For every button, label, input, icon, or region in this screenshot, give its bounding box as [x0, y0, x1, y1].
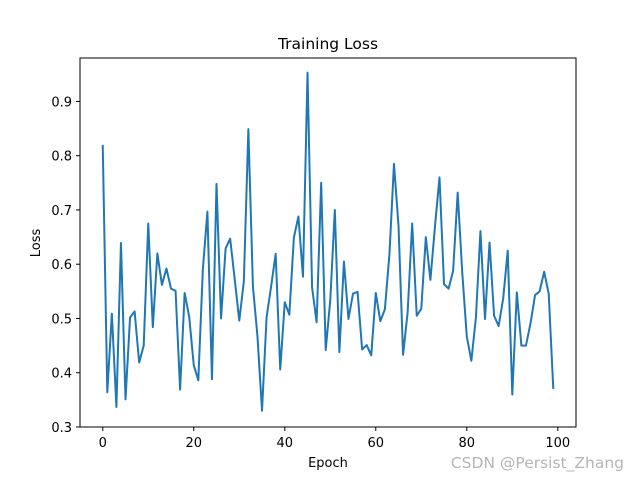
- y-tick-label: 0.5: [51, 312, 72, 327]
- x-tick-label: 100: [545, 436, 570, 451]
- y-tick-label: 0.3: [51, 421, 72, 436]
- x-axis-title: Epoch: [308, 456, 348, 471]
- y-tick-label: 0.8: [51, 150, 72, 165]
- x-axis-ticks: 0 20 40 60 80 100: [99, 427, 570, 451]
- y-axis-ticks: 0.3 0.4 0.5 0.6 0.7 0.8 0.9: [51, 95, 80, 436]
- watermark-text: CSDN @Persist_Zhang: [450, 454, 624, 472]
- y-tick-label: 0.9: [51, 95, 72, 110]
- x-tick-label: 40: [276, 436, 293, 451]
- y-tick-label: 0.6: [51, 258, 72, 273]
- y-tick-label: 0.4: [51, 367, 72, 382]
- y-axis-title: Loss: [29, 229, 44, 258]
- loss-series-line: [101, 71, 555, 412]
- x-tick-label: 0: [99, 436, 107, 451]
- x-tick-label: 20: [185, 436, 202, 451]
- plot-area: [79, 57, 577, 428]
- chart-title: Training Loss: [277, 35, 378, 53]
- x-tick-label: 80: [459, 436, 476, 451]
- y-tick-label: 0.7: [51, 204, 72, 219]
- x-tick-label: 60: [368, 436, 385, 451]
